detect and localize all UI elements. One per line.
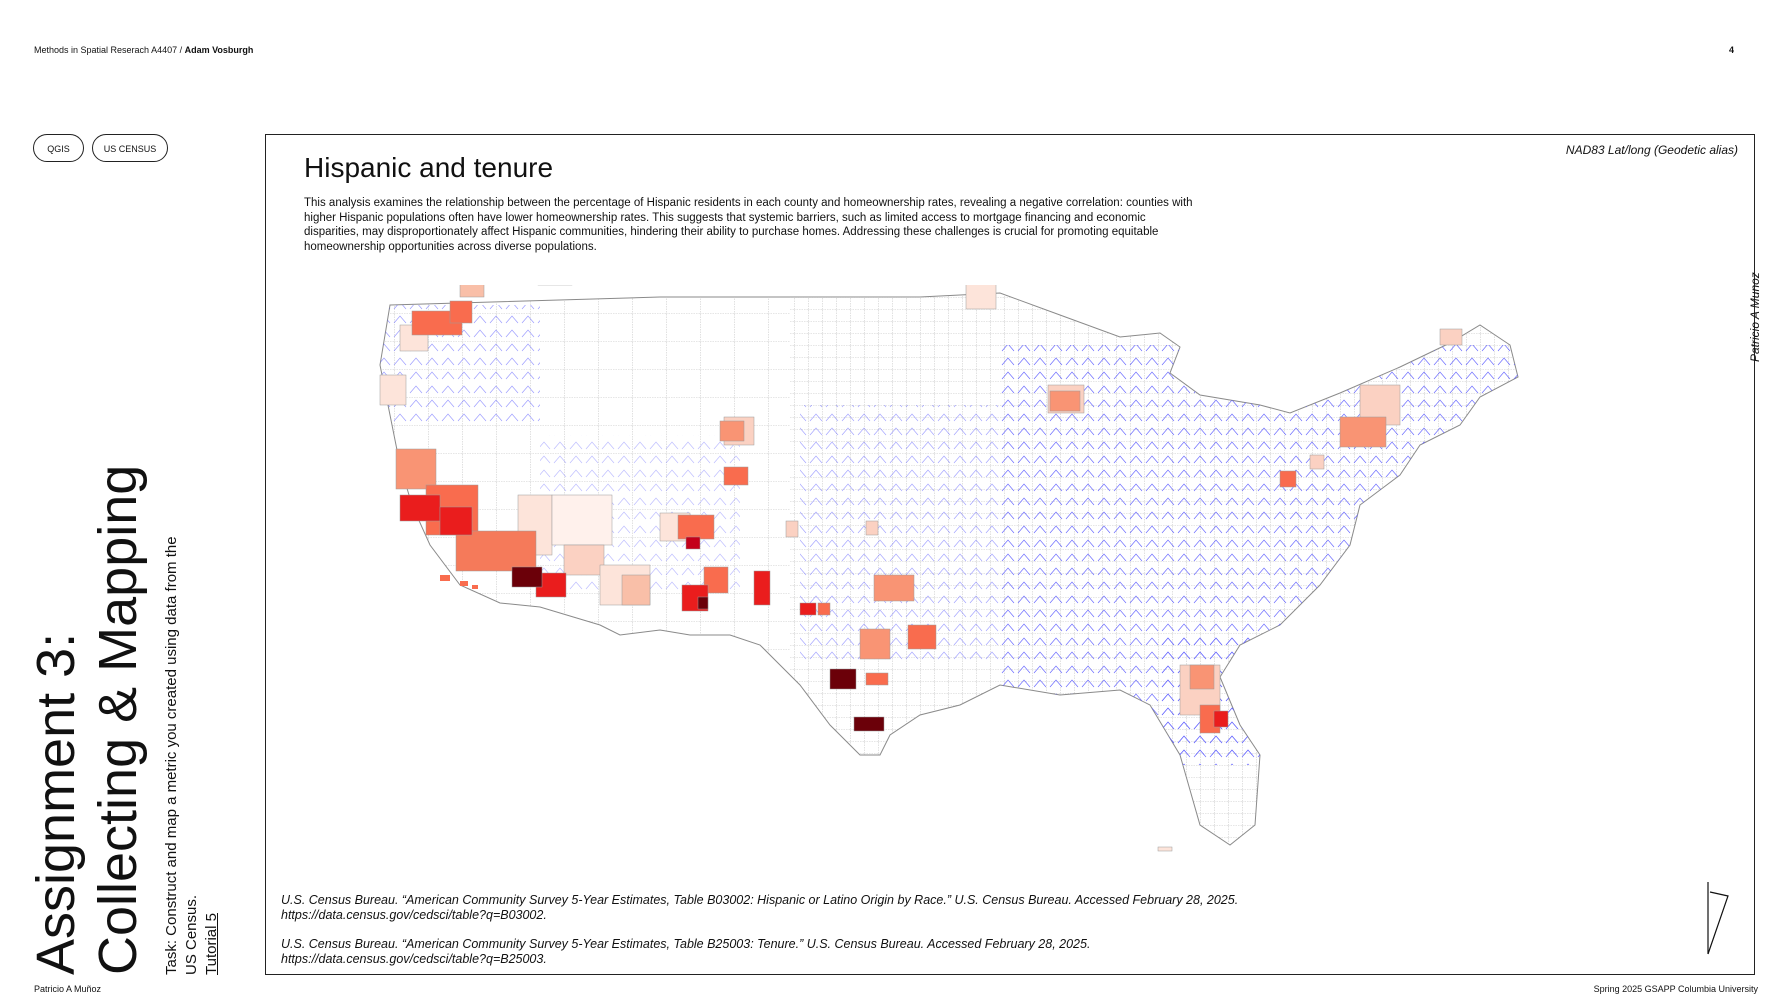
assignment-task: Task: Construct and map a metric you cre… [162,536,222,975]
assignment-title-line1: Assignment 3: [26,632,86,975]
us-county-map [379,285,1519,852]
citation-b03002: U.S. Census Bureau. “American Community … [281,893,1281,923]
assignment-title: Assignment 3: Collecting & Mapping [25,465,149,975]
map-author: Patricio A Munoz [1748,272,1762,362]
page-number: 4 [1728,45,1734,55]
task-line2: US Census. [183,894,200,975]
map-title: Hispanic and tenure [304,152,554,183]
crs-label: NAD83 Lat/long (Geodetic alias) [1565,143,1738,157]
term-label: Spring 2025 GSAPP Columbia University [1593,984,1758,994]
course-name: Methods in Spatial Reserach A4407 / [34,45,185,55]
citation-b25003: U.S. Census Bureau. “American Community … [281,937,1281,967]
citation-b25003-text: U.S. Census Bureau. “American Community … [281,937,1091,951]
choropleth-low [379,285,1463,716]
map-frame [265,134,1755,975]
student-name: Patricio A Muñoz [34,984,102,994]
north-arrow-icon [1707,882,1729,955]
instructor-name: Adam Vosburgh [184,45,254,55]
choropleth-max [511,566,885,732]
citation-b03002-text: U.S. Census Bureau. “American Community … [281,893,1239,907]
tag-us-census: US CENSUS [92,134,168,162]
tutorial-link[interactable]: Tutorial 5 [203,913,220,975]
assignment-title-line2: Collecting & Mapping [88,464,148,975]
citation-b25003-url[interactable]: https://data.census.gov/cedsci/table?q=B… [281,952,547,966]
course-header: Methods in Spatial Reserach A4407 / Adam… [34,45,253,55]
task-line1: Task: Construct and map a metric you cre… [163,536,180,975]
citation-b03002-url[interactable]: https://data.census.gov/cedsci/table?q=B… [281,908,547,922]
tag-qgis: QGIS [33,134,84,162]
map-description: This analysis examines the relationship … [304,197,1193,253]
